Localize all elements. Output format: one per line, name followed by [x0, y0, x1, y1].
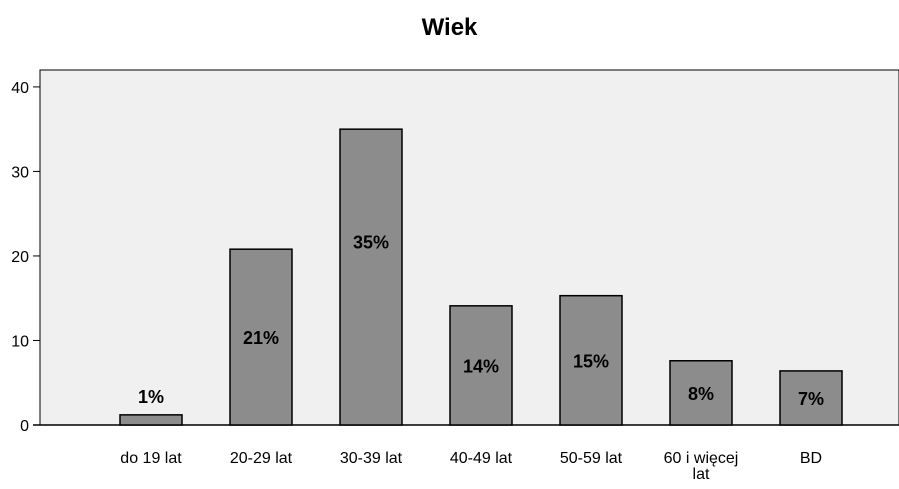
y-tick-label: 10 [11, 333, 29, 350]
data-label: 35% [353, 233, 389, 253]
data-label: 1% [138, 387, 164, 407]
data-label: 14% [463, 356, 499, 376]
y-axis: 0 10 20 30 40 [11, 80, 40, 435]
y-tick-label: 20 [11, 249, 29, 266]
x-tick-label: 50-59 lat [560, 450, 623, 467]
bar [339, 128, 403, 426]
data-label: 7% [798, 389, 824, 409]
x-tick-label: 60 i więcej lat [664, 450, 739, 483]
chart-title: Wiek [421, 14, 478, 41]
bar [779, 370, 843, 426]
x-tick-label: 40-49 lat [450, 450, 513, 467]
x-tick-label: 30-39 lat [340, 450, 403, 467]
x-tick-label: BD [800, 450, 822, 467]
bar [229, 248, 293, 426]
data-labels: 1% 21% 35% 14% 15% 8% 7% [138, 233, 824, 409]
data-label: 8% [688, 384, 714, 404]
y-tick-label: 40 [11, 80, 29, 97]
bar [669, 360, 733, 426]
bar [449, 305, 513, 426]
data-label: 15% [573, 351, 609, 371]
bars [119, 128, 843, 426]
bar [119, 414, 183, 426]
x-axis: do 19 lat 20-29 lat 30-39 lat 40-49 lat 50-5… [33, 424, 899, 483]
y-tick-label: 0 [20, 418, 29, 435]
data-label: 21% [243, 328, 279, 348]
y-tick-label: 30 [11, 164, 29, 181]
bar [559, 294, 623, 426]
x-tick-label: 20-29 lat [230, 450, 293, 467]
x-tick-label: do 19 lat [120, 450, 182, 467]
